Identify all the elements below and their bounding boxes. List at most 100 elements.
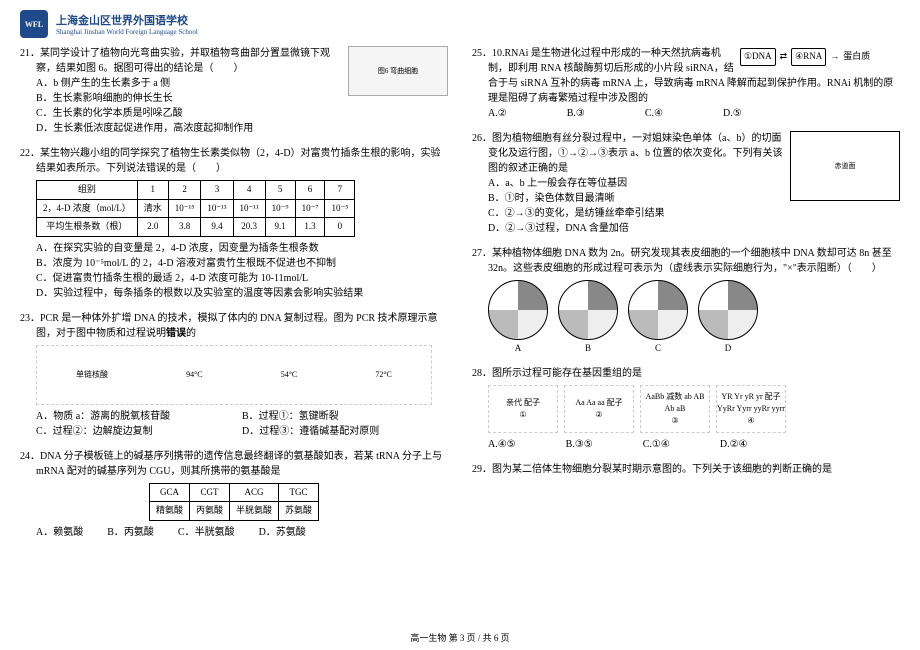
- q24-th-3: TGC: [279, 483, 319, 502]
- q22-th-3: 3: [201, 181, 233, 200]
- school-logo-icon: WFL: [20, 10, 48, 38]
- q22-r1-6: 10⁻⁷: [295, 199, 325, 218]
- q22-r2-3: 9.4: [201, 218, 233, 237]
- q24-opt-d: D．苏氨酸: [259, 525, 306, 540]
- q22-opt-c: C．促进富贵竹插条生根的最适 2，4-D 浓度可能为 10-11mol/L: [36, 271, 448, 286]
- q28-ft-0: 亲代 配子: [506, 397, 540, 409]
- page-footer: 高一生物 第 3 页 / 共 6 页: [0, 631, 920, 644]
- question-25: ①DNA ⇄ ④RNA → 蛋白质 25．10.RNAi 是生物进化过程中形成的…: [472, 46, 900, 121]
- q23-fig-3: 72°C: [375, 369, 392, 381]
- right-column: ①DNA ⇄ ④RNA → 蛋白质 25．10.RNAi 是生物进化过程中形成的…: [472, 46, 900, 550]
- q25-opt-a: A.②: [488, 106, 507, 121]
- q28-opt-b: B.③⑤: [566, 437, 593, 452]
- figure-q28: 亲代 配子 ① Aa Aa aa 配子 ② AaBb 减数 ab AB Ab a…: [488, 385, 884, 433]
- q26-opt-c: C．②→③的变化，是纺锤丝牵牵引结果: [488, 206, 900, 221]
- q26-opt-d: D．②→③过程，DNA 含量加倍: [488, 221, 900, 236]
- q23-opt-b: B．过程①：氢键断裂: [242, 409, 448, 424]
- q27-label-b: B: [558, 342, 618, 356]
- school-name-en: Shanghai Jinshan World Foreign Language …: [56, 28, 198, 36]
- q28-sl-0: ①: [519, 409, 526, 421]
- q24-opt-c: C．半胱氨酸: [178, 525, 235, 540]
- q22-r1-label: 2，4-D 浓度（mol/L）: [37, 199, 138, 218]
- question-24: 24．DNA 分子模板链上的碱基序列携带的遗传信息最终翻译的氨基酸如表，若某 t…: [20, 449, 448, 540]
- q22-th-0: 组别: [37, 181, 138, 200]
- q25-flow-5: 蛋白质: [843, 50, 870, 64]
- q28-sl-3: ④: [747, 415, 754, 427]
- q22-opt-a: A．在探究实验的自变量是 2，4-D 浓度，因变量为插条生根条数: [36, 241, 448, 256]
- q22-r2-1: 2.0: [137, 218, 168, 237]
- q27-label-a: A: [488, 342, 548, 356]
- q21-opt-d: D．生长素低浓度起促进作用，高浓度起抑制作用: [36, 121, 448, 136]
- q22-th-7: 7: [325, 181, 355, 200]
- question-23: 23．PCR 是一种体外扩增 DNA 的技术，模拟了体内的 DNA 复制过程。图…: [20, 311, 448, 439]
- q24-r-3: 苏氨酸: [279, 502, 319, 521]
- q23-stem: 23．PCR 是一种体外扩增 DNA 的技术，模拟了体内的 DNA 复制过程。图…: [20, 311, 448, 341]
- q22-th-1: 1: [137, 181, 168, 200]
- q25-opt-b: B.③: [567, 106, 585, 121]
- q23-stem-bold: 错误: [166, 328, 186, 339]
- q28-opt-d: D.②④: [720, 437, 748, 452]
- q23-fig-2: 54°C: [281, 369, 298, 381]
- q24-th-2: ACG: [230, 483, 279, 502]
- figure-q23: 单链核酸 94°C 54°C 72°C: [36, 345, 432, 405]
- q29-stem: 29．图为某二倍体生物细胞分裂某时期示意图的。下列关于该细胞的判断正确的是: [472, 462, 900, 477]
- question-28: 28．图所示过程可能存在基因重组的是 亲代 配子 ① Aa Aa aa 配子 ②…: [472, 366, 900, 452]
- q22-r1-5: 10⁻⁹: [265, 199, 295, 218]
- q22-r2-7: 0: [325, 218, 355, 237]
- figure-q25: ①DNA ⇄ ④RNA → 蛋白质: [740, 46, 900, 68]
- figure-q27: A B C D: [488, 280, 884, 356]
- q22-th-2: 2: [168, 181, 201, 200]
- pie-c: [628, 280, 688, 340]
- q25-flow-3: ④RNA: [791, 48, 826, 66]
- q23-stem-1: 23．PCR 是一种体外扩增 DNA 的技术，模拟了体内的 DNA 复制过程。图…: [20, 313, 438, 339]
- q22-r1-2: 10⁻¹⁵: [168, 199, 201, 218]
- q28-ft-3: YR Yr yR yr 配子 YyRr Yyrr yyRr yyrr: [717, 391, 785, 415]
- q24-r-0: 精氨酸: [149, 502, 189, 521]
- q24-table: GCA CGT ACG TGC 精氨酸 丙氨酸 半胱氨酸 苏氨酸: [149, 483, 319, 521]
- question-27: 27．某种植物体细胞 DNA 数为 2n。研究发现其表皮细胞的一个细胞核中 DN…: [472, 246, 900, 356]
- q23-fig-1: 94°C: [186, 369, 203, 381]
- q22-r2-5: 9.1: [265, 218, 295, 237]
- figure-q26: 赤道面: [790, 131, 900, 201]
- question-26: 赤道面 26．图为植物细胞有丝分裂过程中，一对姐妹染色单体（a、b）的切面变化及…: [472, 131, 900, 236]
- figure-q21: 图6 弯曲细胞: [348, 46, 448, 96]
- q25-opt-c: C.④: [645, 106, 663, 121]
- question-22: 22．某生物兴趣小组的同学探究了植物生长素类似物（2，4-D）对富贵竹插条生根的…: [20, 146, 448, 301]
- q22-r1-3: 10⁻¹³: [201, 199, 233, 218]
- q27-label-c: C: [628, 342, 688, 356]
- question-29: 29．图为某二倍体生物细胞分裂某时期示意图的。下列关于该细胞的判断正确的是: [472, 462, 900, 477]
- q24-th-1: CGT: [189, 483, 229, 502]
- q28-fig-3: AaBb 减数 ab AB Ab aB ③: [640, 385, 710, 433]
- q22-r2-4: 20.3: [233, 218, 265, 237]
- q24-th-0: GCA: [149, 483, 189, 502]
- q22-opt-d: D．实验过程中，每条插条的根数以及实验室的温度等因素会影响实验结果: [36, 286, 448, 301]
- q28-ft-1: Aa Aa aa 配子: [575, 397, 622, 409]
- q22-r1-7: 10⁻⁵: [325, 199, 355, 218]
- school-name-cn: 上海金山区世界外国语学校: [56, 12, 198, 28]
- q23-stem-2: 的: [186, 328, 196, 339]
- q25-flow-0: ①DNA: [740, 48, 776, 66]
- q27-label-d: D: [698, 342, 758, 356]
- q28-sl-2: ③: [671, 415, 678, 427]
- page-header: WFL 上海金山区世界外国语学校 Shanghai Jinshan World …: [20, 10, 900, 38]
- q28-fig-1: 亲代 配子 ①: [488, 385, 558, 433]
- q22-th-4: 4: [233, 181, 265, 200]
- q22-r2-6: 1.3: [295, 218, 325, 237]
- q28-ft-2: AaBb 减数 ab AB Ab aB: [641, 391, 709, 415]
- q22-table: 组别 1 2 3 4 5 6 7 2，4-D 浓度（mol/L） 清水 10⁻¹…: [36, 180, 355, 237]
- q28-opt-a: A.④⑤: [488, 437, 516, 452]
- q23-opt-c: C．过程②：边解旋边复制: [36, 424, 242, 439]
- q22-opt-b: B．浓度为 10⁻⁵mol/L 的 2，4-D 溶液对富贵竹生根既不促进也不抑制: [36, 256, 448, 271]
- q28-opt-c: C.①④: [643, 437, 670, 452]
- question-21: 图6 弯曲细胞 21．某同学设计了植物向光弯曲实验，并取植物弯曲部分置显微镜下观…: [20, 46, 448, 136]
- q24-opt-b: B．丙氨酸: [107, 525, 154, 540]
- q22-th-6: 6: [295, 181, 325, 200]
- q24-r-2: 半胱氨酸: [230, 502, 279, 521]
- q28-fig-2: Aa Aa aa 配子 ②: [564, 385, 634, 433]
- left-column: 图6 弯曲细胞 21．某同学设计了植物向光弯曲实验，并取植物弯曲部分置显微镜下观…: [20, 46, 448, 550]
- pie-d: [698, 280, 758, 340]
- q22-r2-2: 3.8: [168, 218, 201, 237]
- q28-fig-4: YR Yr yR yr 配子 YyRr Yyrr yyRr yyrr ④: [716, 385, 786, 433]
- pie-b: [558, 280, 618, 340]
- q28-stem: 28．图所示过程可能存在基因重组的是: [472, 366, 900, 381]
